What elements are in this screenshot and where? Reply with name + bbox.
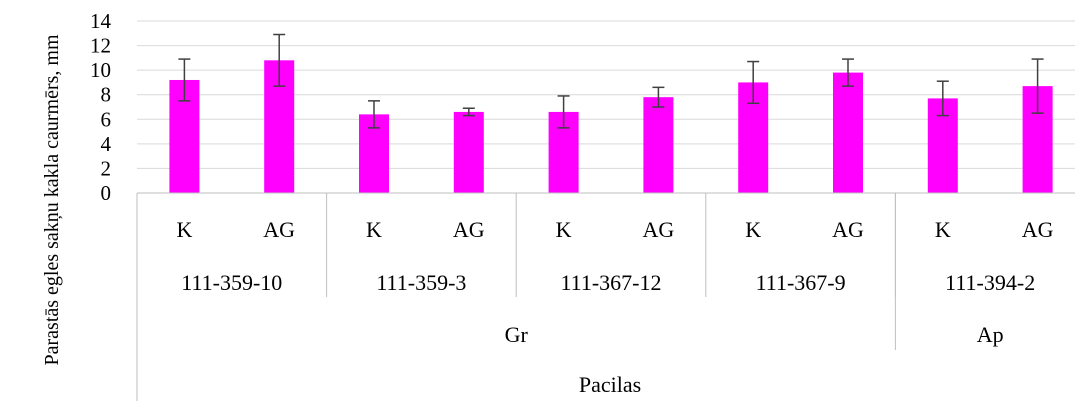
x-category-label: AG <box>832 217 864 242</box>
x-category-label: K <box>366 217 382 242</box>
y-tick-label: 2 <box>101 156 112 180</box>
x-category-label: AG <box>453 217 485 242</box>
x-category-label: AG <box>1022 217 1054 242</box>
y-tick-label: 0 <box>101 181 112 205</box>
y-axis-title: Parastās egles sakņu kakla caurmērs, mm <box>41 34 63 365</box>
bar <box>643 97 674 193</box>
x-supergroup-label: Gr <box>505 322 529 347</box>
x-supergroup-label: Ap <box>977 322 1004 347</box>
x-group-label: 111-394-2 <box>945 270 1035 295</box>
x-group-label: 111-359-3 <box>376 270 466 295</box>
gridlines <box>137 20 1075 169</box>
bars <box>169 60 1053 193</box>
x-category-label: K <box>556 217 572 242</box>
x-category-label: AG <box>643 217 675 242</box>
x-category-labels: K AG K AG K AG K AG K AG <box>176 217 1053 242</box>
x-group-label: 111-367-9 <box>756 270 846 295</box>
bar <box>833 72 863 193</box>
y-tick-label: 14 <box>90 9 112 33</box>
y-tick-label: 6 <box>101 107 112 131</box>
y-tick-label: 4 <box>101 132 112 156</box>
bar <box>453 111 484 193</box>
axes <box>136 192 1075 401</box>
x-category-label: AG <box>263 217 295 242</box>
y-tick-label: 10 <box>90 58 111 82</box>
x-group-label: 111-367-12 <box>560 270 661 295</box>
x-group-label: 111-359-10 <box>181 270 282 295</box>
x-category-label: K <box>935 217 951 242</box>
x-group-labels: 111-359-10 111-359-3 111-367-12 111-367-9 11… <box>181 270 1035 295</box>
error-bars <box>178 33 1044 129</box>
y-tick-label: 12 <box>90 34 111 58</box>
y-tick-label: 8 <box>101 83 112 107</box>
x-axis-title: Pacilas <box>579 372 641 397</box>
x-category-label: K <box>176 217 192 242</box>
x-supergroup-labels: Gr Ap <box>505 322 1004 347</box>
x-category-label: K <box>745 217 761 242</box>
